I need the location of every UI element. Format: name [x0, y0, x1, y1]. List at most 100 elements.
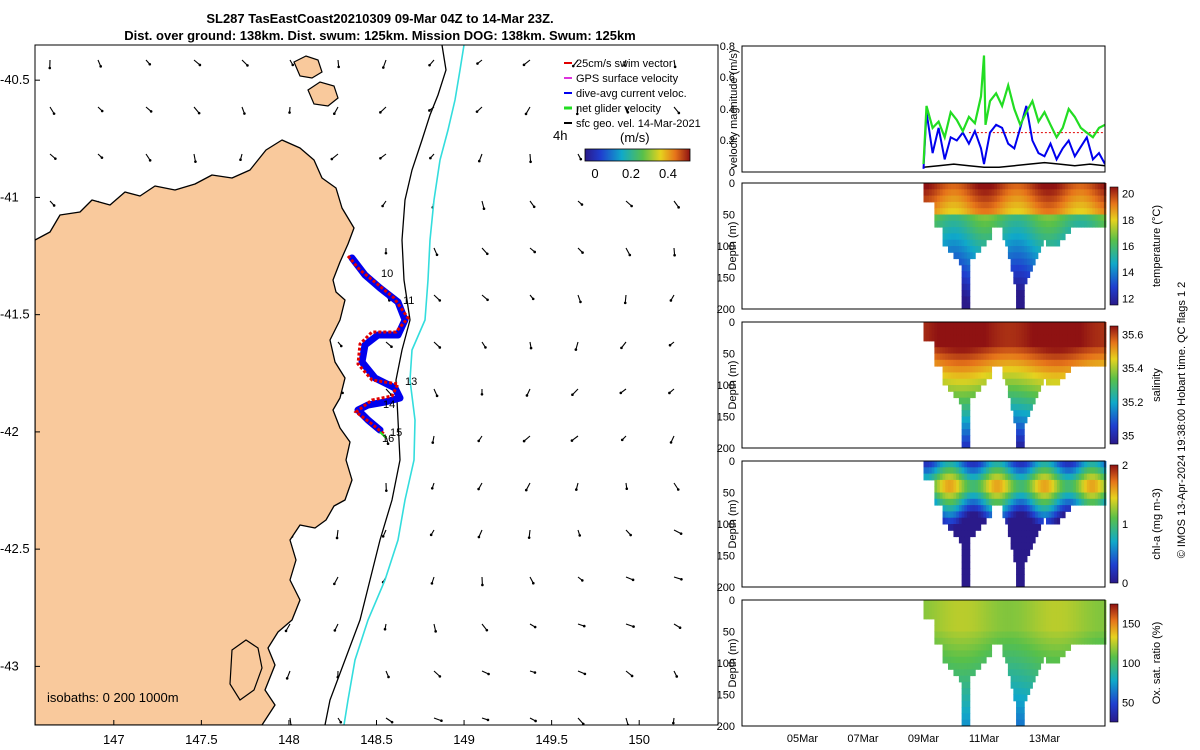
profile-cell [937, 220, 941, 228]
profile-cell [1086, 201, 1091, 209]
profile-cell [939, 618, 944, 626]
profile-cell [1032, 473, 1036, 481]
legend-item-sfc: sfc geo. vel. 14-Mar-2021 [576, 118, 701, 130]
current-arrow-head [381, 535, 385, 538]
profile-cell [1010, 264, 1014, 272]
profile-cell [1051, 208, 1055, 215]
profile-cell [1016, 183, 1020, 190]
profile-cell [964, 271, 968, 278]
profile-cell [1018, 195, 1023, 203]
profile-cell [1073, 461, 1077, 468]
profile-cell [1097, 214, 1101, 222]
profile-cell [1007, 511, 1012, 519]
profile-cell [1095, 195, 1099, 203]
current-arrow [336, 529, 339, 539]
profile-cell [953, 461, 957, 468]
profile-cell [942, 328, 946, 336]
profile-cell [956, 252, 960, 260]
profile-cell [1029, 347, 1033, 354]
profile-cell [1075, 479, 1080, 487]
profile-cell [972, 201, 976, 209]
profile-cell [1007, 637, 1012, 645]
current-arrow-head [430, 582, 434, 585]
profile-cell [1100, 486, 1104, 493]
profile-cell [950, 239, 954, 247]
profile-cell [1032, 246, 1036, 253]
profile-cell [1089, 328, 1093, 336]
profile-cell [1016, 542, 1020, 550]
profile-cell [1059, 366, 1063, 373]
profile-cell [1013, 600, 1017, 607]
profile-cell [1086, 214, 1091, 222]
current-arrow [193, 153, 196, 162]
profile-cell [1086, 322, 1091, 329]
profile-cell [994, 612, 998, 620]
profile-cell [977, 366, 982, 373]
profile-cell [967, 606, 971, 614]
profile-cell [983, 600, 987, 607]
current-arrow-head [438, 675, 442, 678]
profile-cell [1095, 353, 1099, 361]
current-arrow-head [676, 488, 680, 491]
profile-cell [1100, 195, 1104, 203]
profile-cell [1067, 600, 1072, 607]
profile-cell [1002, 612, 1006, 620]
profile-cell [953, 328, 957, 336]
profile-cell [967, 347, 971, 354]
profile-cell [953, 631, 957, 639]
profile-cell [1048, 372, 1052, 380]
profile-cell [1026, 517, 1031, 525]
profile-cell [1007, 353, 1012, 361]
current-arrow [193, 106, 200, 114]
profile-cell [1021, 707, 1025, 714]
profile-cell [1081, 486, 1085, 493]
profile-cell [1054, 467, 1058, 475]
profile-cell [969, 650, 974, 658]
profile-cell [950, 246, 954, 253]
profile-cell [977, 663, 982, 670]
profile-cell [1054, 486, 1058, 493]
profile-cell [950, 189, 954, 197]
profile-cell [977, 233, 982, 241]
profile-cell [948, 479, 952, 487]
profile-cell [1048, 183, 1052, 190]
profile-cell [1067, 347, 1072, 354]
profile-cell [1002, 195, 1006, 203]
profile-cell [961, 517, 965, 525]
velocity-ylabel: velocity magnitude (m/s) [728, 49, 740, 168]
profile-cell [1062, 334, 1066, 342]
profile-cell [1086, 486, 1091, 493]
current-arrow-head [99, 65, 102, 68]
profile-cell [1046, 498, 1050, 506]
profile-cell [1035, 366, 1039, 373]
profile-cell [1043, 511, 1047, 519]
profile-cell [1078, 328, 1082, 336]
profile-cell [950, 663, 954, 670]
profile-cell [999, 347, 1003, 354]
profile-cell [1070, 195, 1074, 203]
profile-cell [1029, 637, 1033, 645]
colorbar-title: (m/s) [620, 130, 650, 145]
profile-cell [969, 372, 974, 380]
profile-cell [1081, 328, 1085, 336]
profile-cell [1059, 359, 1063, 367]
profile-cell [1007, 625, 1012, 632]
profile-cell [1021, 258, 1025, 266]
profile-cell [1089, 631, 1093, 639]
profile-cell [1046, 201, 1050, 209]
profile-cell [1043, 473, 1047, 481]
profile-cell [1032, 322, 1036, 329]
profile-cell [1026, 271, 1031, 278]
profile-cell [964, 542, 968, 550]
current-arrow-head [629, 533, 632, 537]
profile-cell [977, 353, 982, 361]
profile-cell [1040, 378, 1044, 386]
current-arrow [575, 341, 579, 350]
profile-cell [1051, 461, 1055, 468]
profile-cell [977, 644, 982, 651]
profile-cell [958, 612, 963, 620]
profile-cell [1040, 359, 1044, 367]
profile-cell [950, 618, 954, 626]
profile-cell [1062, 492, 1066, 500]
profile-cell [969, 656, 974, 664]
